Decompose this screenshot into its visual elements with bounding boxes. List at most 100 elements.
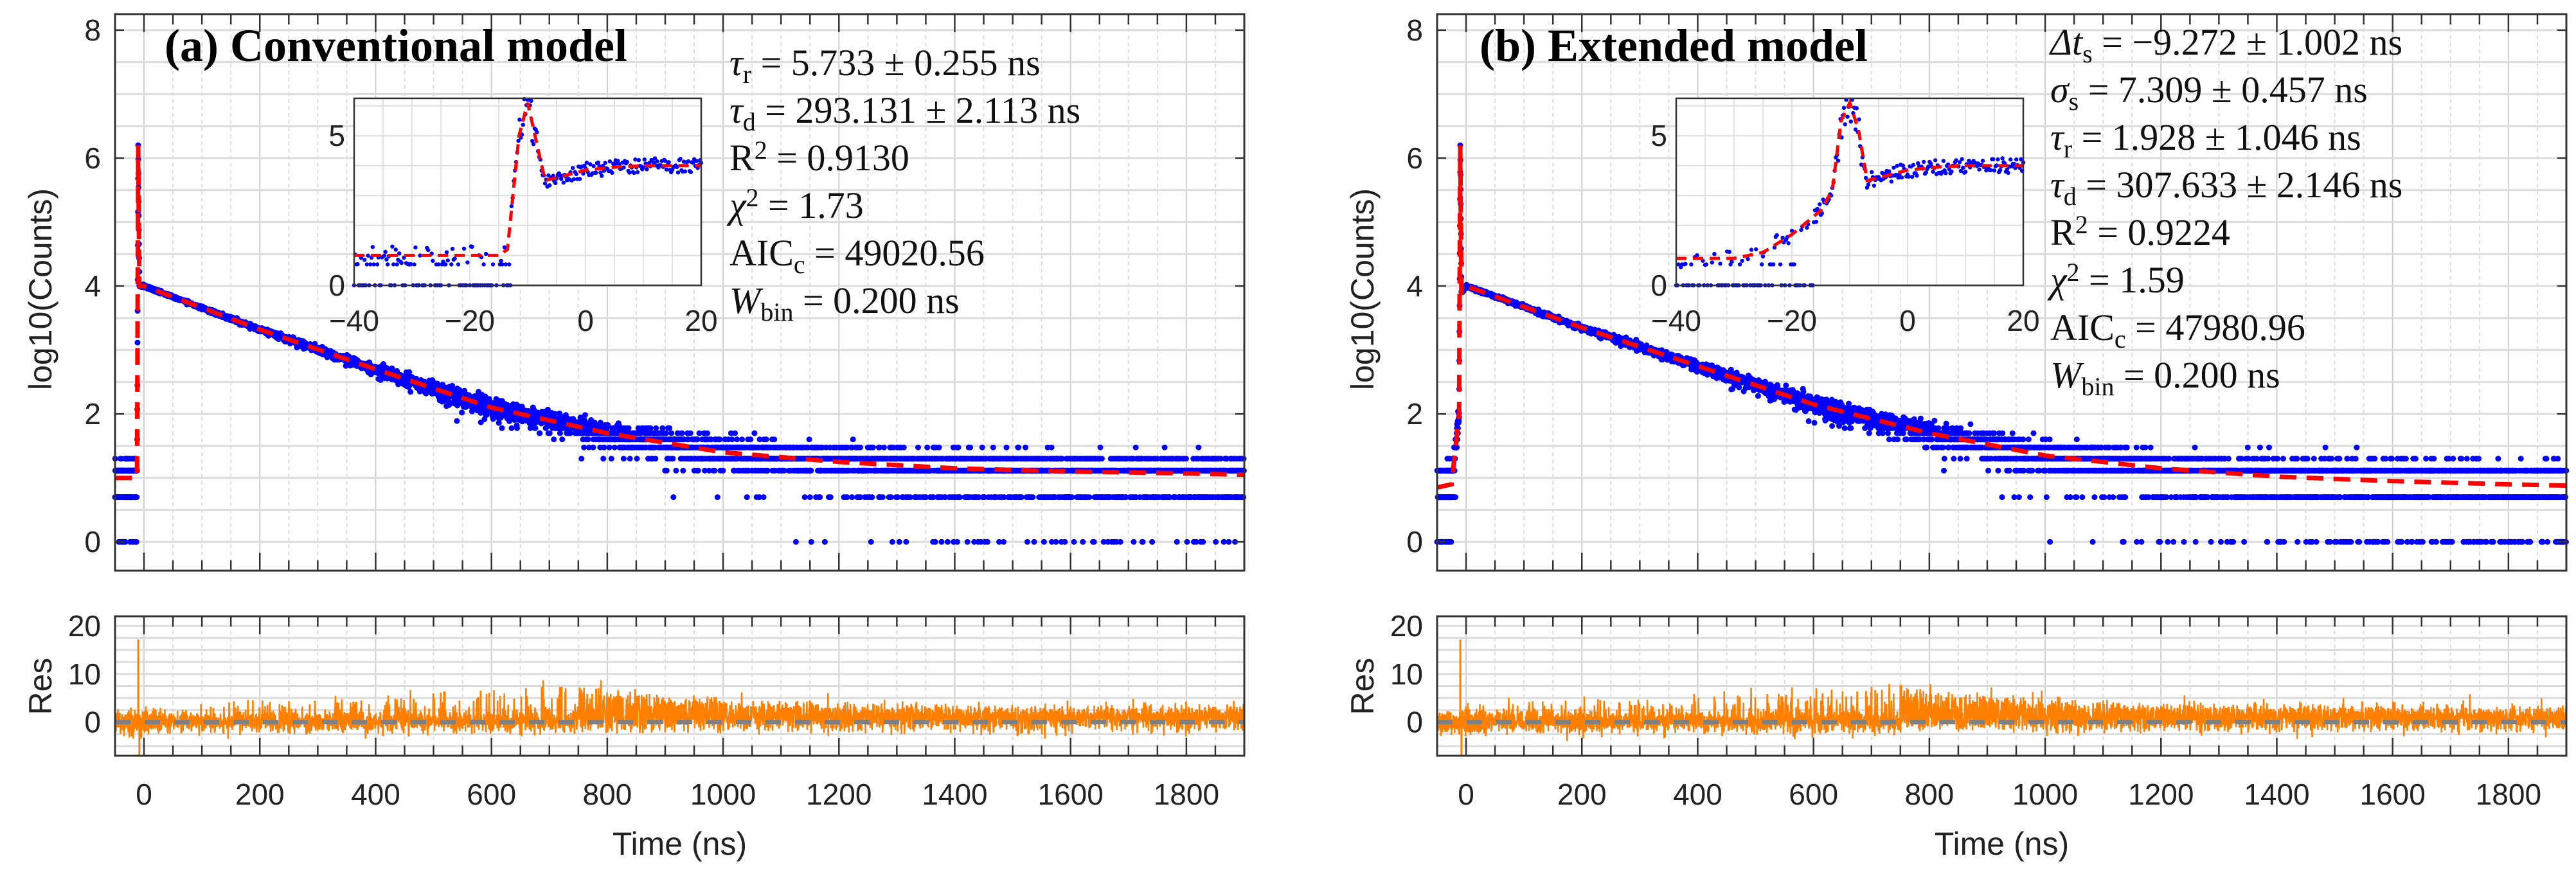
inset-data-point — [426, 247, 431, 253]
inset-data-point — [509, 204, 514, 209]
inset-data-point — [490, 262, 496, 267]
data-point — [1080, 539, 1086, 545]
data-point — [938, 539, 945, 545]
data-point — [857, 444, 863, 450]
data-point — [720, 467, 726, 474]
data-point — [915, 444, 921, 450]
data-point — [122, 539, 129, 545]
inset-data-point — [465, 260, 470, 265]
data-point — [670, 456, 676, 462]
data-point — [1200, 539, 1206, 545]
data-point — [407, 389, 414, 395]
data-point — [760, 494, 767, 501]
data-point — [627, 456, 633, 462]
data-point — [546, 430, 553, 436]
x-tick-label: 1400 — [922, 778, 987, 811]
inset-data-point — [390, 244, 395, 249]
data-point — [585, 436, 591, 443]
x-axis-label: Time (ns) — [613, 826, 747, 862]
data-point — [714, 494, 720, 501]
data-point — [1086, 494, 1093, 501]
data-point — [670, 494, 677, 501]
data-point — [1226, 539, 1232, 545]
res-y-tick-label: 10 — [68, 657, 101, 691]
data-point — [1001, 539, 1006, 545]
data-point — [990, 444, 996, 450]
x-tick-label: 1000 — [690, 778, 756, 811]
data-point — [668, 430, 675, 436]
data-point — [964, 539, 970, 545]
data-point — [653, 425, 659, 431]
data-point — [590, 444, 596, 450]
inset-data-point — [383, 249, 388, 254]
x-tick-label: 800 — [582, 778, 632, 811]
inset-data-point — [382, 253, 386, 258]
inset-data-point — [366, 253, 370, 258]
data-point — [1024, 539, 1030, 545]
data-point — [1098, 456, 1105, 462]
y-tick-label: 8 — [84, 13, 101, 47]
data-point — [1069, 494, 1075, 501]
data-point — [611, 444, 618, 450]
inset-data-point — [413, 245, 418, 250]
data-point — [751, 430, 758, 436]
data-point — [133, 539, 139, 545]
inset-data-point — [375, 262, 380, 267]
data-point — [666, 425, 673, 431]
data-point — [1003, 444, 1010, 450]
data-point — [620, 456, 627, 462]
inset-data-point — [443, 262, 448, 267]
data-point — [763, 436, 769, 443]
data-point — [806, 436, 812, 443]
inset-data-point — [481, 262, 486, 267]
y-axis-label: log10(Counts) — [22, 188, 58, 390]
data-point — [771, 436, 778, 443]
x-tick-label: 1800 — [1154, 778, 1219, 811]
inset-data-point — [355, 262, 360, 267]
data-point — [532, 425, 539, 431]
data-point — [663, 467, 670, 474]
data-point — [984, 539, 990, 545]
data-point — [808, 467, 814, 474]
inset-data-point — [450, 247, 455, 251]
data-point — [663, 430, 669, 436]
data-point — [1019, 494, 1024, 501]
data-point — [514, 425, 520, 431]
x-tick-label: 200 — [235, 778, 285, 811]
data-point — [1097, 444, 1104, 450]
data-point — [956, 494, 963, 501]
data-point — [1131, 539, 1137, 545]
data-point — [807, 494, 813, 501]
data-point — [870, 444, 876, 450]
data-point — [600, 456, 607, 462]
data-point — [747, 436, 754, 443]
data-point — [1062, 539, 1068, 545]
data-point — [801, 494, 808, 501]
data-point — [896, 539, 902, 545]
data-point — [932, 539, 938, 545]
x-tick-label: 1600 — [1038, 778, 1104, 811]
x-tick-label: 600 — [467, 778, 516, 811]
data-point — [1221, 539, 1227, 545]
data-point — [792, 539, 799, 545]
data-point — [1041, 539, 1047, 545]
data-point — [879, 494, 886, 501]
data-point — [967, 444, 974, 450]
data-point — [817, 494, 823, 501]
data-point — [808, 539, 814, 545]
data-point — [849, 494, 855, 501]
data-point — [537, 430, 543, 436]
res-grid — [114, 616, 1245, 756]
inset-data-point — [470, 244, 474, 249]
res-y-tick-label: 0 — [84, 706, 101, 739]
data-point — [134, 494, 140, 501]
inset-data-point — [431, 258, 435, 263]
data-point — [1091, 539, 1097, 545]
data-point — [1048, 444, 1055, 450]
data-point — [606, 444, 613, 450]
data-point — [869, 494, 875, 501]
data-point — [634, 456, 640, 462]
data-point — [889, 539, 895, 545]
